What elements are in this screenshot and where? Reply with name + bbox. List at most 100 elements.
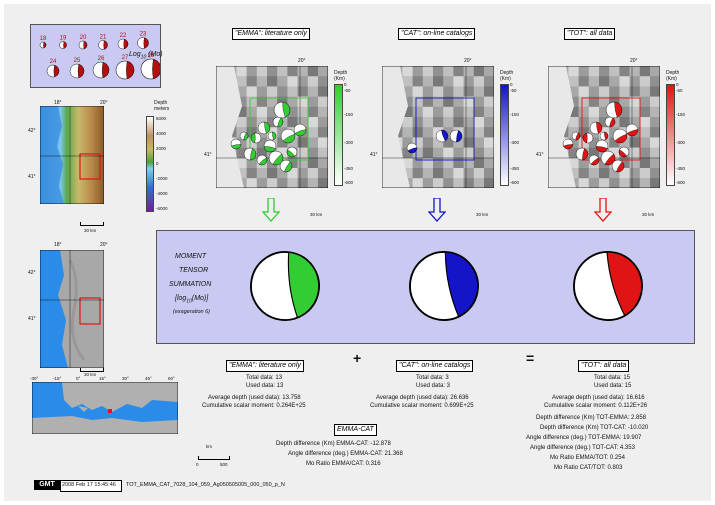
topo-bar-tick: 4000 [156, 131, 167, 136]
event-mechanism [589, 121, 603, 135]
event-mechanism [268, 150, 284, 166]
depth-bar-unit: (Km) [334, 76, 345, 82]
event-mechanism [599, 131, 609, 141]
equals-sign: = [526, 350, 535, 366]
depth-color-bar-1 [500, 84, 509, 186]
topo-lat-42: 42° [28, 128, 36, 134]
panel-scale-label: 30 km [642, 212, 655, 217]
locator-lon-tick: 15° [99, 376, 106, 381]
tot-depth-cat: Depth difference (Km) TOT-CAT: -10.020 [540, 425, 649, 431]
event-mechanism [256, 154, 268, 166]
depth-bar-tick: -450 [676, 166, 686, 171]
summation-box: MOMENT TENSOR SUMMATION [log10(Mo)] (exa… [156, 230, 695, 344]
event-mechanism [600, 150, 616, 166]
tot-moratio-cat: Mo Ratio CAT/TOT: 0.803 [554, 465, 623, 471]
topo-lat-41: 41° [28, 174, 36, 180]
depth-bar-title: Depth [500, 70, 514, 76]
legend-ball-18 [39, 41, 47, 49]
topo-color-bar [146, 116, 154, 212]
summation-line-exageration: (exageration 6) [173, 309, 210, 315]
topo-bar-tick: 0 [156, 161, 159, 166]
panel-lon-label: 20° [630, 58, 638, 64]
legend-unit-label: Log10 (Mo) [129, 51, 163, 61]
footer-date: 2008 Feb 17 15:45:46 [62, 482, 116, 488]
event-mechanism [595, 139, 609, 153]
summation-ball-cat [409, 251, 479, 321]
stats-tot-used: Used data: 15 [594, 383, 632, 389]
depth-bar-tick: -50 [510, 88, 517, 93]
tot-moratio-emma: Mo Ratio EMMA/TOT: 0.254 [550, 455, 625, 461]
panel-scale-label: 30 km [476, 212, 489, 217]
event-mechanism [250, 132, 262, 144]
legend-ball-25 [69, 63, 85, 79]
legend-ball-22 [117, 38, 129, 50]
locator-scale-500: 500 [220, 462, 228, 467]
event-mechanism [272, 116, 284, 128]
depth-bar-unit: (Km) [500, 76, 511, 82]
event-mechanism [257, 121, 271, 135]
locator-lon-tick: 30° [122, 376, 129, 381]
topo-scale-label: 30 km [84, 228, 97, 233]
locator-lon-tick: 45° [145, 376, 152, 381]
stats-tot-cum: Cumulative scalar moment: 0.112E+26 [544, 403, 648, 409]
stats-tot-total: Total data: 15 [594, 375, 631, 381]
stats-cat-cum: Cumulative scalar moment: 0.699E+25 [370, 403, 474, 409]
legend-ball-27 [115, 60, 135, 80]
figure-page: 18 19 20 21 22 23 24 25 26 27 28 Log10 (Mo) [4, 4, 711, 501]
footer-box [60, 480, 122, 492]
summation-line-summation: SUMMATION [169, 281, 212, 288]
event-mechanism [406, 142, 418, 154]
depth-color-bar-2 [666, 84, 675, 186]
down-arrow-2 [594, 198, 612, 222]
bathymetry-map-svg [39, 249, 105, 369]
event-mechanism [612, 128, 628, 144]
legend-ball-26 [92, 61, 110, 79]
event-mechanism [263, 139, 277, 153]
legend-ball-28 [140, 58, 160, 80]
legend-mag-label: 19 [60, 36, 67, 42]
event-mechanism [611, 159, 625, 173]
panel-lat-label: 41° [370, 152, 378, 158]
locator-lon-tick: -30° [30, 376, 39, 381]
plus-sign: + [353, 350, 362, 366]
event-mechanism [575, 147, 589, 161]
summation-line-log: [log10(Mo)] [175, 295, 209, 305]
locator-lon-tick: 60° [168, 376, 175, 381]
depth-bar-tick: -150 [510, 112, 520, 117]
summation-balls [250, 251, 643, 321]
panel-lat-label: 41° [536, 152, 544, 158]
legend-mag-label: 24 [50, 59, 57, 65]
stats-cat-title: "CAT": on-line catalogs [396, 360, 474, 372]
depth-bar-tick: -50 [344, 88, 351, 93]
event-mechanism [293, 123, 307, 137]
gmt-logo: GMT [34, 480, 60, 490]
europe-locator-map [31, 381, 179, 435]
summation-line-tensor: TENSOR [179, 267, 209, 274]
depth-bar-title: Depth [666, 70, 680, 76]
topography-map-svg [39, 105, 105, 205]
down-arrow-1 [428, 198, 446, 222]
topo-lon-20: 20° [100, 100, 108, 106]
bathy-scale-bar [80, 368, 104, 372]
event-mechanism [618, 146, 630, 158]
depth-bar-tick: -300 [676, 140, 686, 145]
event-mechanism [625, 123, 639, 137]
legend-ball-23 [137, 37, 149, 49]
panel-lat-label: 41° [204, 152, 212, 158]
event-mechanism [243, 147, 257, 161]
legend-mag-label: 22 [120, 33, 127, 39]
event-mechanism [286, 146, 298, 158]
tot-angle-emma: Angle difference (deg.) TOT-EMMA: 19.907 [526, 435, 642, 441]
legend-mag-label: 21 [100, 35, 107, 41]
legend-mag-label: 28 [148, 53, 155, 59]
stats-emma-cum: Cumulative scalar moment: 0.264E+25 [202, 403, 306, 409]
legend-ball-21 [98, 40, 108, 50]
legend-mag-label: 25 [74, 58, 81, 64]
panel-lon-label: 20° [464, 58, 472, 64]
event-mechanism [604, 116, 616, 128]
depth-bar-unit: (Km) [666, 76, 677, 82]
stats-emma-title: "EMMA": literature only [226, 360, 304, 372]
locator-scale-bar [198, 456, 230, 460]
bathy-lon-20: 20° [100, 242, 108, 248]
depth-bar-tick: 0 [510, 82, 513, 87]
